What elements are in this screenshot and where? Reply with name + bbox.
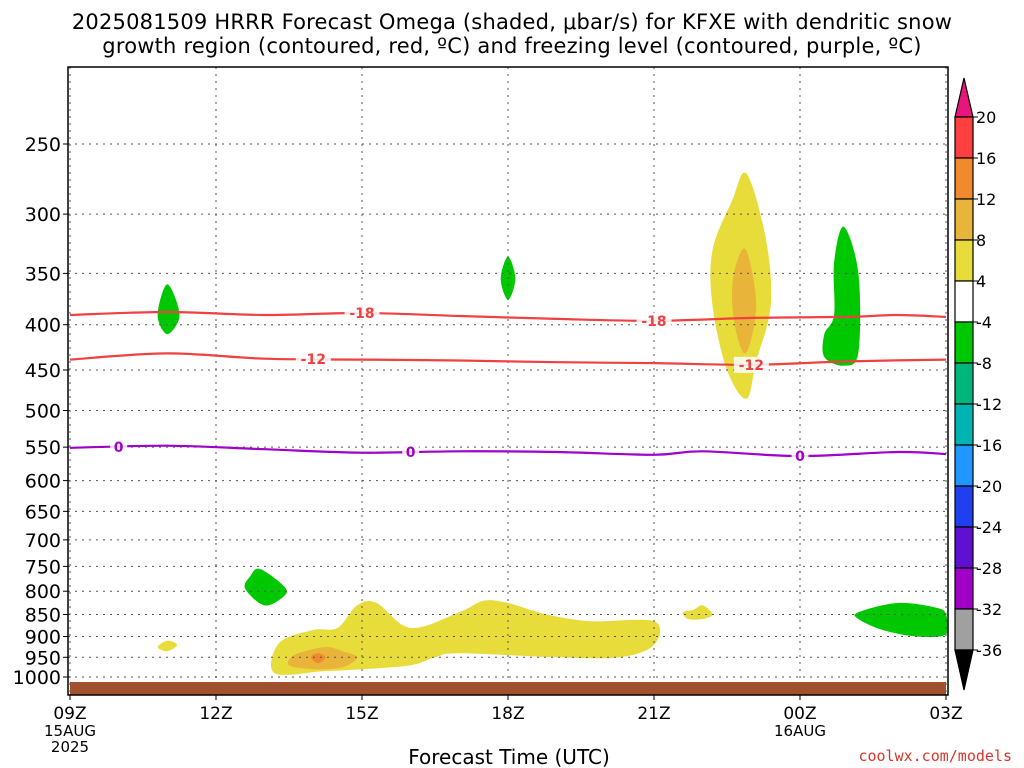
y-tick-label-500: 500 [25, 401, 61, 423]
y-tick-label-600: 600 [25, 471, 61, 493]
omega-region-8 [157, 640, 178, 652]
omega-region-4 [822, 226, 861, 366]
contour-label-bg--12-1 [733, 356, 769, 373]
y-tick-label-250: 250 [25, 134, 61, 156]
colorbar-swatch-5 [954, 321, 974, 364]
y-tick-label-350: 350 [25, 263, 61, 285]
colorbar-swatch-8 [954, 444, 974, 487]
watermark-text: coolwx.com/models [858, 747, 1012, 765]
plot-area-background [68, 67, 948, 695]
colorbar-label-12: -32 [976, 600, 1002, 619]
colorbar-swatch-3 [954, 239, 974, 282]
omega-region-11 [310, 653, 326, 664]
colorbar-label-0: 20 [976, 108, 996, 127]
colorbar-label-4: 4 [976, 272, 986, 291]
x-tick-label-15Z: 15Z [345, 704, 378, 724]
y-tick-label-900: 900 [25, 626, 61, 648]
colorbar-swatch-7 [954, 403, 974, 446]
x-tick-sublabel-09Z-1: 2025 [51, 738, 89, 756]
x-tick-label-09Z: 09Z [53, 704, 86, 724]
x-tick-label-03Z: 03Z [929, 704, 962, 724]
contour-line-0 [69, 444, 947, 458]
temperature-contours: -18 -18 -12 -12 0 0 0 [69, 304, 947, 465]
colorbar-top-arrow [954, 77, 974, 118]
colorbar-swatch-4 [954, 280, 974, 323]
y-tick-label-850: 850 [25, 605, 61, 627]
colorbar-label-3: 8 [976, 231, 986, 250]
x-tick-sublabel-00Z-0: 16AUG [774, 722, 826, 740]
colorbar-label-5: -4 [976, 313, 992, 332]
colorbar-swatch-12 [954, 608, 974, 651]
omega-region-9 [683, 605, 713, 620]
contour-label-bg-0-0 [110, 438, 128, 455]
chart-title-line-1: 2025081509 HRRR Forecast Omega (shaded, … [71, 10, 953, 34]
x-axis-label: Forecast Time (UTC) [408, 745, 610, 768]
contour-label-bg--18-1 [636, 312, 672, 329]
colorbar-swatch-9 [954, 485, 974, 528]
contour-label--18-0: -18 [349, 306, 374, 322]
contour-label--12-0: -12 [301, 352, 326, 368]
x-tick-label-00Z: 00Z [783, 704, 816, 724]
omega-region-2 [157, 284, 180, 335]
y-tick-label-300: 300 [25, 204, 61, 226]
colorbar-label-13: -36 [976, 641, 1002, 660]
y-tick-label-1000: 1000 [13, 667, 61, 689]
color-legend: 20 16 12 8 4 -4 -8 -12 -16 -20 -24 -28 -32 -36 [954, 77, 1002, 691]
colorbar-label-1: 16 [976, 149, 996, 168]
colorbar-swatch-10 [954, 526, 974, 569]
omega-region-5 [244, 568, 287, 606]
y-tick-label-550: 550 [25, 437, 61, 459]
colorbar-swatch-2 [954, 198, 974, 241]
contour-label-bg-0-2 [791, 448, 809, 465]
colorbar-swatch-11 [954, 567, 974, 610]
colorbar-label-9: -20 [976, 477, 1002, 496]
omega-shading [157, 172, 948, 675]
colorbar-swatch-0 [954, 116, 974, 159]
contour-line--18 [69, 310, 947, 322]
y-tick-label-750: 750 [25, 556, 61, 578]
y-tick-label-700: 700 [25, 530, 61, 552]
contour-label-0-1: 0 [406, 445, 416, 461]
colorbar-label-8: -16 [976, 436, 1002, 455]
colorbar-label-10: -24 [976, 518, 1002, 537]
colorbar-label-6: -8 [976, 354, 992, 373]
contour-label-bg--18-0 [344, 304, 380, 321]
colorbar-swatch-6 [954, 362, 974, 405]
contour-line--12 [69, 352, 947, 366]
y-tick-label-450: 450 [25, 360, 61, 382]
contour-label-bg--12-0 [295, 351, 331, 368]
y-axis: 2503003504004505005506006507007508008509… [13, 134, 68, 689]
x-tick-sublabel-09Z-0: 15AUG [44, 722, 96, 740]
contour-label--12-1: -12 [739, 358, 764, 374]
colorbar-swatch-1 [954, 157, 974, 200]
y-tick-label-400: 400 [25, 315, 61, 337]
contour-label--18-1: -18 [641, 314, 666, 330]
contour-label-0-2: 0 [795, 449, 805, 465]
colorbar-label-11: -28 [976, 559, 1002, 578]
terrain-bar [70, 682, 946, 695]
contour-label-bg-0-1 [402, 444, 420, 461]
colorbar-bottom-arrow [954, 649, 974, 691]
y-tick-label-650: 650 [25, 501, 61, 523]
colorbar-label-2: 12 [976, 190, 996, 209]
y-tick-label-950: 950 [25, 647, 61, 669]
y-tick-label-800: 800 [25, 581, 61, 603]
x-tick-label-21Z: 21Z [637, 704, 670, 724]
omega-region-6 [854, 602, 948, 638]
x-tick-label-18Z: 18Z [491, 704, 524, 724]
colorbar-label-7: -12 [976, 395, 1002, 414]
contour-label-0-0: 0 [114, 440, 124, 456]
chart-title-line-2: growth region (contoured, red, ºC) and f… [102, 34, 922, 58]
omega-region-7 [270, 600, 661, 675]
omega-region-1 [731, 248, 757, 354]
x-tick-label-12Z: 12Z [199, 704, 232, 724]
